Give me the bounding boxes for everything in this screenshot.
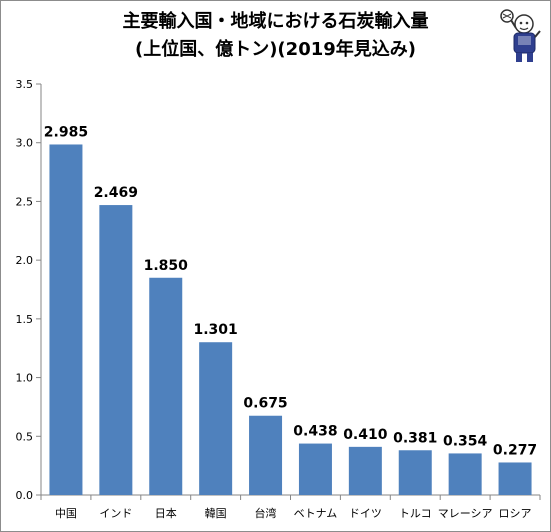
category-label: マレーシア [438, 507, 493, 520]
category-label: 中国 [55, 507, 77, 520]
bar [448, 453, 482, 495]
y-tick-label: 0.0 [16, 489, 34, 502]
y-tick-label: 1.0 [16, 372, 34, 385]
bar [398, 450, 432, 495]
category-label: 韓国 [205, 507, 227, 520]
bar [49, 144, 83, 495]
y-tick-label: 3.5 [16, 78, 34, 91]
category-label: ドイツ [349, 507, 382, 520]
data-label: 0.675 [243, 396, 287, 412]
data-label: 2.985 [44, 124, 88, 140]
data-label: 0.381 [393, 430, 437, 446]
data-label: 1.850 [144, 258, 189, 274]
category-label: インド [99, 507, 132, 520]
data-label: 0.277 [493, 442, 537, 458]
bar [149, 277, 183, 495]
y-tick-label: 0.5 [16, 430, 34, 443]
category-label: ロシア [499, 507, 532, 520]
y-tick-label: 2.5 [16, 195, 34, 208]
data-label: 0.410 [343, 427, 388, 443]
chart-title-line2: (上位国、億トン)(2019年見込み) [134, 39, 416, 60]
mascot-icon [500, 9, 541, 62]
bar [348, 446, 382, 495]
category-label: 台湾 [255, 506, 277, 520]
bar [298, 443, 332, 495]
bar [199, 342, 233, 495]
bar [99, 205, 133, 496]
bar [498, 462, 532, 495]
data-label: 0.354 [443, 433, 488, 449]
data-label: 0.438 [293, 424, 337, 440]
bar [249, 415, 283, 495]
chart-title-line1: 主要輸入国・地域における石炭輸入量 [122, 11, 429, 32]
y-tick-label: 3.0 [16, 137, 34, 150]
category-label: 日本 [155, 506, 177, 520]
data-label: 1.301 [194, 322, 238, 338]
category-label: トルコ [399, 507, 432, 520]
data-label: 2.469 [94, 185, 138, 201]
chart-title: 主要輸入国・地域における石炭輸入量 (上位国、億トン)(2019年見込み) [0, 8, 551, 64]
y-tick-label: 2.0 [16, 254, 34, 267]
category-label: ベトナム [294, 507, 338, 520]
y-tick-label: 1.5 [16, 313, 34, 326]
